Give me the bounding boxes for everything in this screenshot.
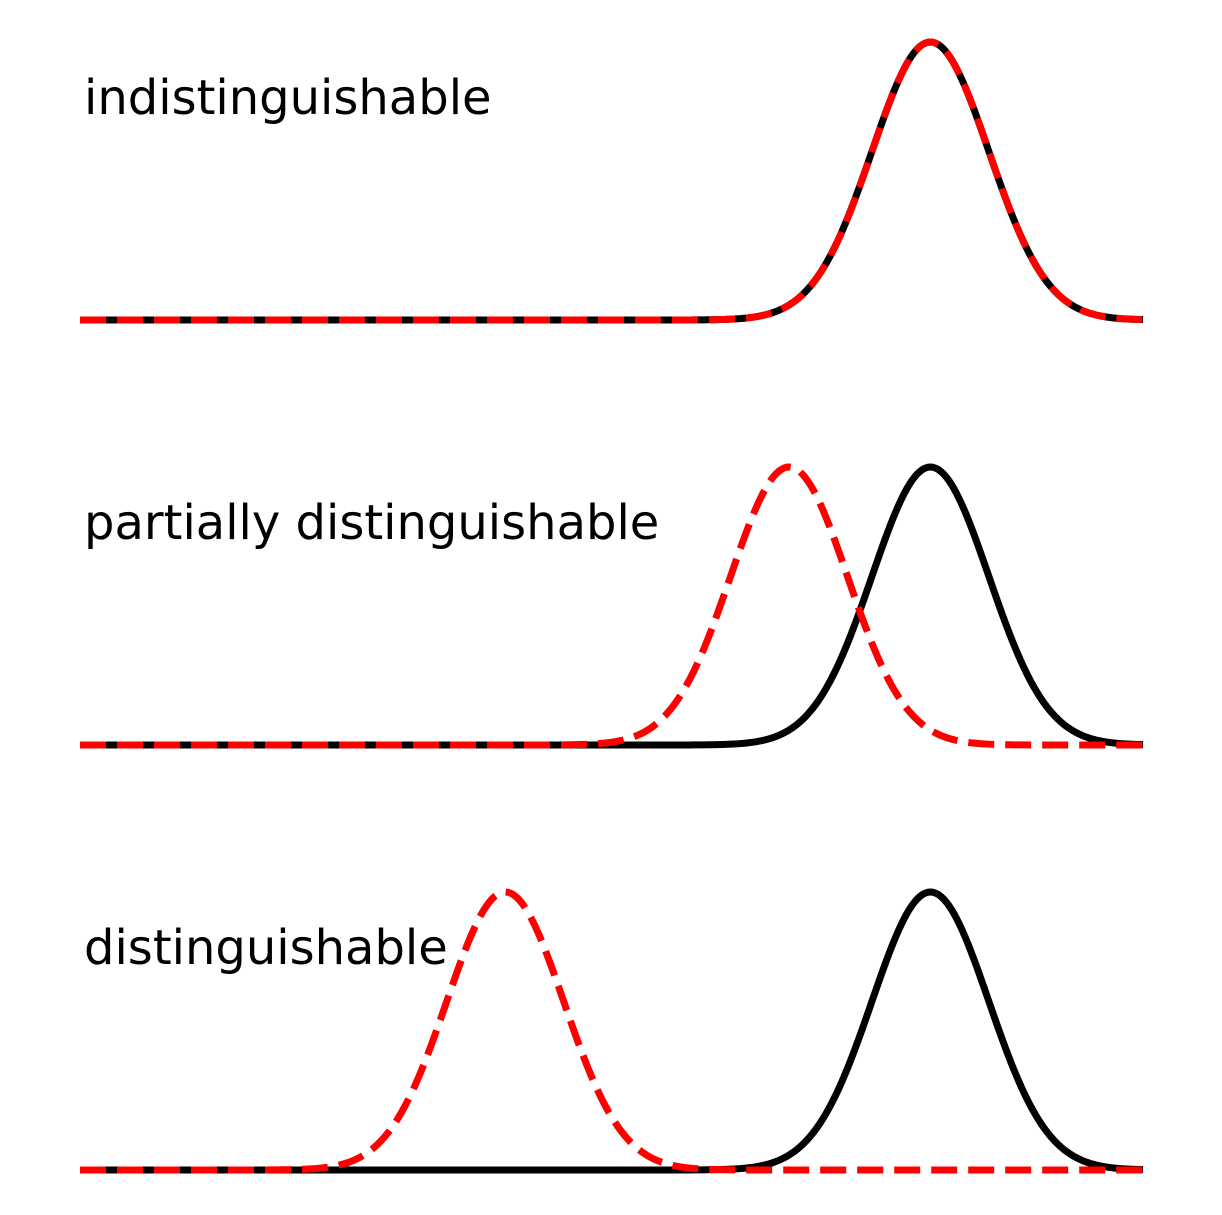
- panel-label: indistinguishable: [84, 70, 492, 126]
- panel-label: distinguishable: [84, 920, 448, 976]
- panel-label: partially distinguishable: [84, 495, 659, 551]
- solid-black-series-line: [79, 888, 1144, 1174]
- panel-partially-distinguishable: partially distinguishable: [79, 463, 1144, 749]
- panel-indistinguishable: indistinguishable: [79, 38, 1144, 324]
- panel-distinguishable: distinguishable: [79, 888, 1144, 1174]
- dashed-red-series-line: [79, 38, 1144, 324]
- dashed-red-series-line: [79, 463, 1144, 749]
